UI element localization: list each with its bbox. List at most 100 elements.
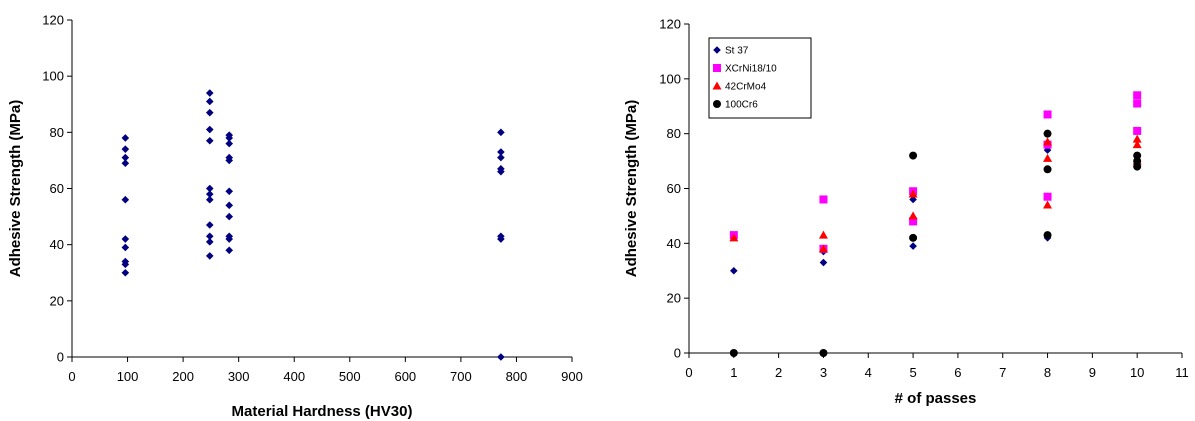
x-tick-label: 3: [820, 365, 827, 380]
data-point: [225, 246, 234, 255]
data-point: [1133, 91, 1142, 100]
data-point: [1132, 140, 1142, 149]
x-tick-label: 700: [450, 369, 472, 384]
data-point: [818, 230, 828, 239]
y-axis-title: Adhesive Strength (MPa): [7, 100, 24, 278]
legend-marker: [712, 81, 722, 90]
data-point: [819, 349, 828, 357]
series-1: [730, 146, 1141, 275]
data-point: [121, 134, 130, 142]
data-point: [1043, 165, 1052, 174]
data-point: [730, 266, 738, 275]
data-point: [121, 268, 130, 277]
series-1: [121, 89, 505, 361]
x-tick-label: 5: [909, 365, 916, 380]
data-point: [121, 243, 130, 252]
x-tick-label: 2: [775, 365, 782, 380]
x-tick-label: 0: [685, 365, 692, 380]
data-point: [908, 211, 918, 220]
x-tick-label: 10: [1130, 365, 1144, 380]
data-point: [1043, 137, 1053, 146]
legend-marker: [713, 100, 721, 108]
x-tick-label: 6: [954, 365, 961, 380]
data-point: [909, 151, 918, 160]
data-point: [1132, 134, 1142, 143]
x-tick-label: 600: [394, 369, 416, 384]
data-point: [497, 167, 505, 176]
x-tick-label: 800: [506, 369, 528, 384]
x-tick-label: 1: [730, 365, 737, 380]
legend-label: XCrNi18/10: [725, 64, 777, 75]
data-point: [1043, 129, 1052, 138]
x-tick-label: 500: [339, 369, 361, 384]
legend-label: 100Cr6: [725, 100, 758, 111]
data-point: [497, 235, 505, 243]
x-tick-label: 100: [117, 369, 139, 384]
data-point: [205, 136, 214, 145]
data-point: [205, 221, 214, 229]
data-point: [121, 195, 130, 204]
data-point: [1043, 200, 1053, 209]
x-tick-label: 8: [1044, 365, 1051, 380]
data-point: [729, 233, 739, 242]
legend-label: St 37: [725, 46, 749, 57]
y-tick-label: 20: [50, 293, 64, 308]
data-point: [1133, 126, 1142, 135]
y-axis-title: Adhesive Strength (MPa): [623, 100, 640, 278]
data-point: [1133, 162, 1142, 171]
data-point: [909, 195, 917, 204]
y-tick-label: 120: [42, 13, 64, 28]
series-4: [729, 129, 1142, 357]
data-point: [205, 238, 214, 246]
legend-marker: [713, 64, 721, 72]
data-point: [205, 232, 214, 241]
x-tick-label: 4: [865, 365, 872, 380]
data-point: [205, 89, 214, 97]
data-point: [818, 244, 828, 253]
data-point: [497, 148, 505, 156]
data-point: [225, 235, 234, 243]
x-tick-label: 7: [999, 365, 1006, 380]
y-tick-label: 40: [667, 236, 681, 251]
legend-box: [708, 37, 812, 119]
y-tick-label: 120: [659, 17, 681, 32]
data-point: [1043, 153, 1053, 162]
data-point: [121, 235, 130, 243]
series-3: [729, 134, 1142, 253]
data-point: [909, 242, 917, 250]
x-tick-label: 400: [283, 369, 305, 384]
data-point: [121, 260, 130, 269]
data-point: [205, 190, 214, 198]
data-point: [225, 212, 234, 221]
x-tick-label: 11: [1175, 365, 1189, 380]
chart-1: 0 20 40 60 80 100 120 0 100 200 300 400 500 600 700 800…: [7, 13, 583, 421]
x-tick-label: 0: [68, 369, 75, 384]
x-tick-label: 900: [561, 369, 583, 384]
data-point: [225, 134, 234, 142]
data-point: [908, 189, 918, 198]
data-point: [1043, 231, 1052, 240]
data-point: [225, 156, 234, 165]
data-point: [1133, 157, 1142, 166]
legend: St 37 XCrNi18/10 42CrMo4 100Cr6: [708, 37, 812, 119]
y-tick-label: 40: [50, 237, 64, 252]
data-point: [909, 217, 918, 226]
y-tick-label: 80: [50, 125, 64, 140]
data-point: [225, 187, 234, 196]
data-point: [205, 97, 214, 106]
y-tick-label: 20: [667, 291, 681, 306]
data-point: [225, 201, 234, 210]
y-tick-label: 0: [57, 350, 64, 365]
data-point: [121, 145, 130, 153]
data-point: [205, 125, 214, 134]
x-axis-title: Material Hardness (HV30): [232, 403, 413, 420]
data-point: [121, 159, 130, 168]
data-point: [497, 128, 505, 137]
data-point: [819, 258, 828, 267]
legend-label: 42CrMo4: [725, 82, 767, 93]
y-tick-label: 60: [50, 181, 64, 196]
y-tick-label: 0: [674, 346, 681, 361]
data-point: [121, 153, 130, 162]
y-tick-label: 100: [42, 69, 64, 84]
